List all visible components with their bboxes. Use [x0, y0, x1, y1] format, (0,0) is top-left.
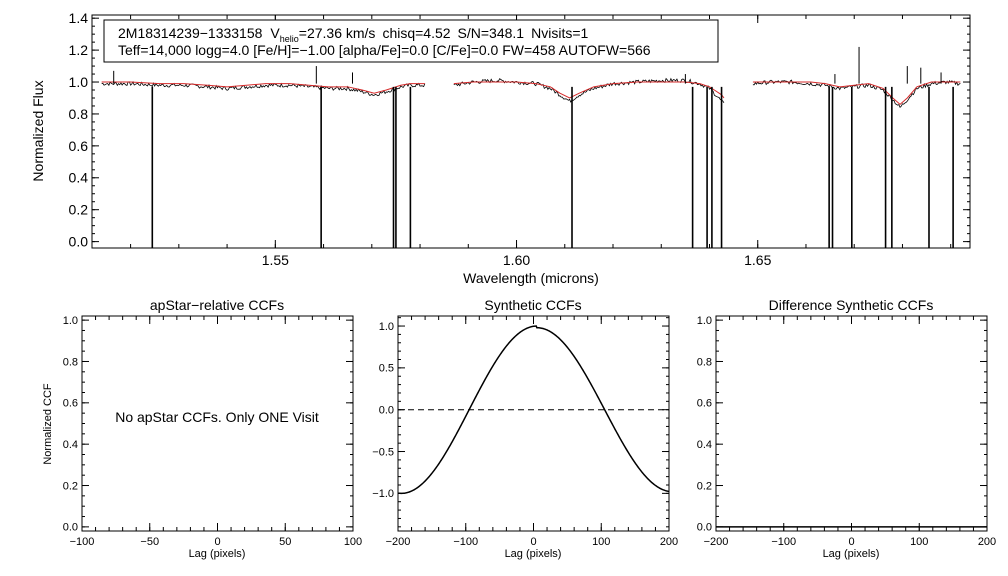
- y-tick-label: 0.8: [697, 356, 712, 368]
- x-tick-label: 0: [530, 536, 536, 548]
- y-tick-label: 0.2: [697, 480, 712, 492]
- spectrum-panel: 0.0 0.2 0.4 0.6 0.8 1.0 1.2 1.4 1.55 1.60 1.65 Wa…: [30, 10, 971, 286]
- x-tick-label: −100: [70, 536, 95, 548]
- x-tick-label: 0: [848, 536, 854, 548]
- spectrum-info-box: 2M18314239−1333158 Vhelio=27.36 km/s chisq…: [103, 19, 719, 63]
- y-tick-label: −0.5: [372, 446, 394, 458]
- x-tick-label: 50: [279, 536, 291, 548]
- x-tick-label: 200: [978, 536, 996, 548]
- y-tick-label: 0.6: [69, 138, 89, 154]
- y-tick-label: 1.0: [697, 315, 712, 327]
- y-tick-label: 1.0: [379, 321, 394, 333]
- apstar-ccf-x-ticks: −100 −50 0 50 100: [70, 316, 362, 548]
- y-tick-label: 0.6: [697, 398, 712, 410]
- x-tick-label: 100: [592, 536, 610, 548]
- y-tick-label: 0.4: [69, 170, 89, 186]
- y-tick-label: 0.0: [69, 234, 89, 250]
- x-tick-label: 1.60: [503, 252, 530, 268]
- x-tick-label: −200: [386, 536, 411, 548]
- y-tick-label: 0.6: [63, 398, 78, 410]
- y-tick-label: 0.4: [63, 439, 78, 451]
- y-tick-label: 0.8: [69, 106, 89, 122]
- apstar-ccf-panel: apStar−relative CCFs 0.00.20.40.60.81.0 …: [42, 297, 362, 560]
- x-tick-label: 0: [214, 536, 220, 548]
- x-tick-label: −200: [704, 536, 729, 548]
- info-box-line-1: 2M18314239−1333158 Vhelio=27.36 km/s chisq…: [118, 25, 589, 44]
- y-tick-label: 0.0: [379, 405, 394, 417]
- spectrum-x-ticks: 1.55 1.60 1.65: [130, 15, 952, 268]
- difference-ccf-y-ticks: 0.0 0.2 0.4 0.6 0.8 1.0: [697, 315, 987, 534]
- vhelio-symbol: V: [270, 25, 280, 41]
- y-tick-label: 0.5: [379, 363, 394, 375]
- x-tick-label: −100: [771, 536, 796, 548]
- y-tick-label: 1.0: [69, 74, 89, 90]
- difference-ccf-title: Difference Synthetic CCFs: [769, 297, 934, 313]
- y-tick-label: 0.0: [697, 522, 712, 534]
- x-tick-label: 100: [910, 536, 928, 548]
- x-tick-label: 100: [344, 536, 362, 548]
- spectrum-frame: [91, 14, 971, 249]
- y-tick-label: 0.0: [63, 522, 78, 534]
- x-tick-label: 1.65: [744, 252, 771, 268]
- x-tick-label: 1.55: [262, 252, 289, 268]
- synthetic-ccf-x-axis-label: Lag (pixels): [505, 548, 562, 560]
- y-tick-label: 1.2: [69, 42, 89, 58]
- model-spectrum-chip-1: [101, 81, 425, 94]
- x-tick-label: −50: [140, 536, 159, 548]
- y-tick-label: −1.0: [372, 488, 394, 500]
- star-id: 2M18314239−1333158: [118, 25, 263, 41]
- synthetic-ccf-frame: [397, 315, 670, 532]
- synthetic-ccf-y-ticks: −1.0 −0.5 0.0 0.5 1.0: [372, 317, 669, 528]
- model-spectrum-chip-2: [453, 81, 725, 99]
- difference-ccf-frame: [715, 315, 988, 532]
- x-tick-label: 200: [660, 536, 678, 548]
- apstar-ccf-title: apStar−relative CCFs: [150, 297, 284, 313]
- spectrum-marks: [101, 46, 961, 248]
- x-tick-label: −100: [453, 536, 478, 548]
- difference-ccf-x-axis-label: Lag (pixels): [823, 548, 880, 560]
- synthetic-ccf-title: Synthetic CCFs: [484, 297, 581, 313]
- model-spectrum-chip-3: [752, 81, 961, 106]
- spectrum-x-axis-label: Wavelength (microns): [463, 270, 599, 286]
- y-tick-label: 0.8: [63, 356, 78, 368]
- observed-spectrum-chip-1: [101, 81, 426, 97]
- vhelio-subscript: helio: [280, 34, 299, 44]
- difference-ccf-x-ticks: −200 −100 0 100 200: [704, 316, 996, 548]
- y-tick-label: 0.2: [63, 480, 78, 492]
- vhelio-value: =27.36 km/s: [299, 25, 376, 41]
- snr-value: S/N=348.1: [458, 25, 525, 41]
- y-tick-label: 0.4: [697, 439, 712, 451]
- apstar-ccf-y-ticks: 0.0 0.2 0.4 0.6 0.8 1.0: [63, 315, 353, 534]
- info-box-frame: [103, 19, 719, 63]
- nvisits-value: Nvisits=1: [531, 25, 588, 41]
- spectrum-y-ticks: 0.0 0.2 0.4 0.6 0.8 1.0 1.2 1.4: [69, 10, 970, 250]
- synthetic-ccf-marks: [397, 325, 670, 495]
- difference-ccf-panel: Difference Synthetic CCFs 0.00.20.40.60.…: [697, 297, 996, 560]
- y-tick-label: 1.4: [69, 10, 89, 26]
- apstar-ccf-y-axis-label: Normalized CCF: [42, 383, 54, 465]
- synthetic-ccf-curve: [397, 325, 670, 495]
- chisq-value: chisq=4.52: [382, 25, 450, 41]
- info-box-line-2: Teff=14,000 logg=4.0 [Fe/H]=−1.00 [alpha…: [118, 42, 651, 58]
- y-tick-label: 0.2: [69, 202, 89, 218]
- synthetic-ccf-x-ticks: −200 −100 0 100 200: [386, 316, 678, 548]
- apstar-ccf-message: No apStar CCFs. Only ONE Visit: [115, 409, 319, 425]
- synthetic-ccf-panel: Synthetic CCFs −1.0 −0.5 0.0 0.5 1.0 −200 −10…: [372, 297, 678, 560]
- spectrum-y-axis-label: Normalized Flux: [30, 80, 46, 181]
- y-tick-label: 1.0: [63, 315, 78, 327]
- apstar-ccf-x-axis-label: Lag (pixels): [189, 548, 246, 560]
